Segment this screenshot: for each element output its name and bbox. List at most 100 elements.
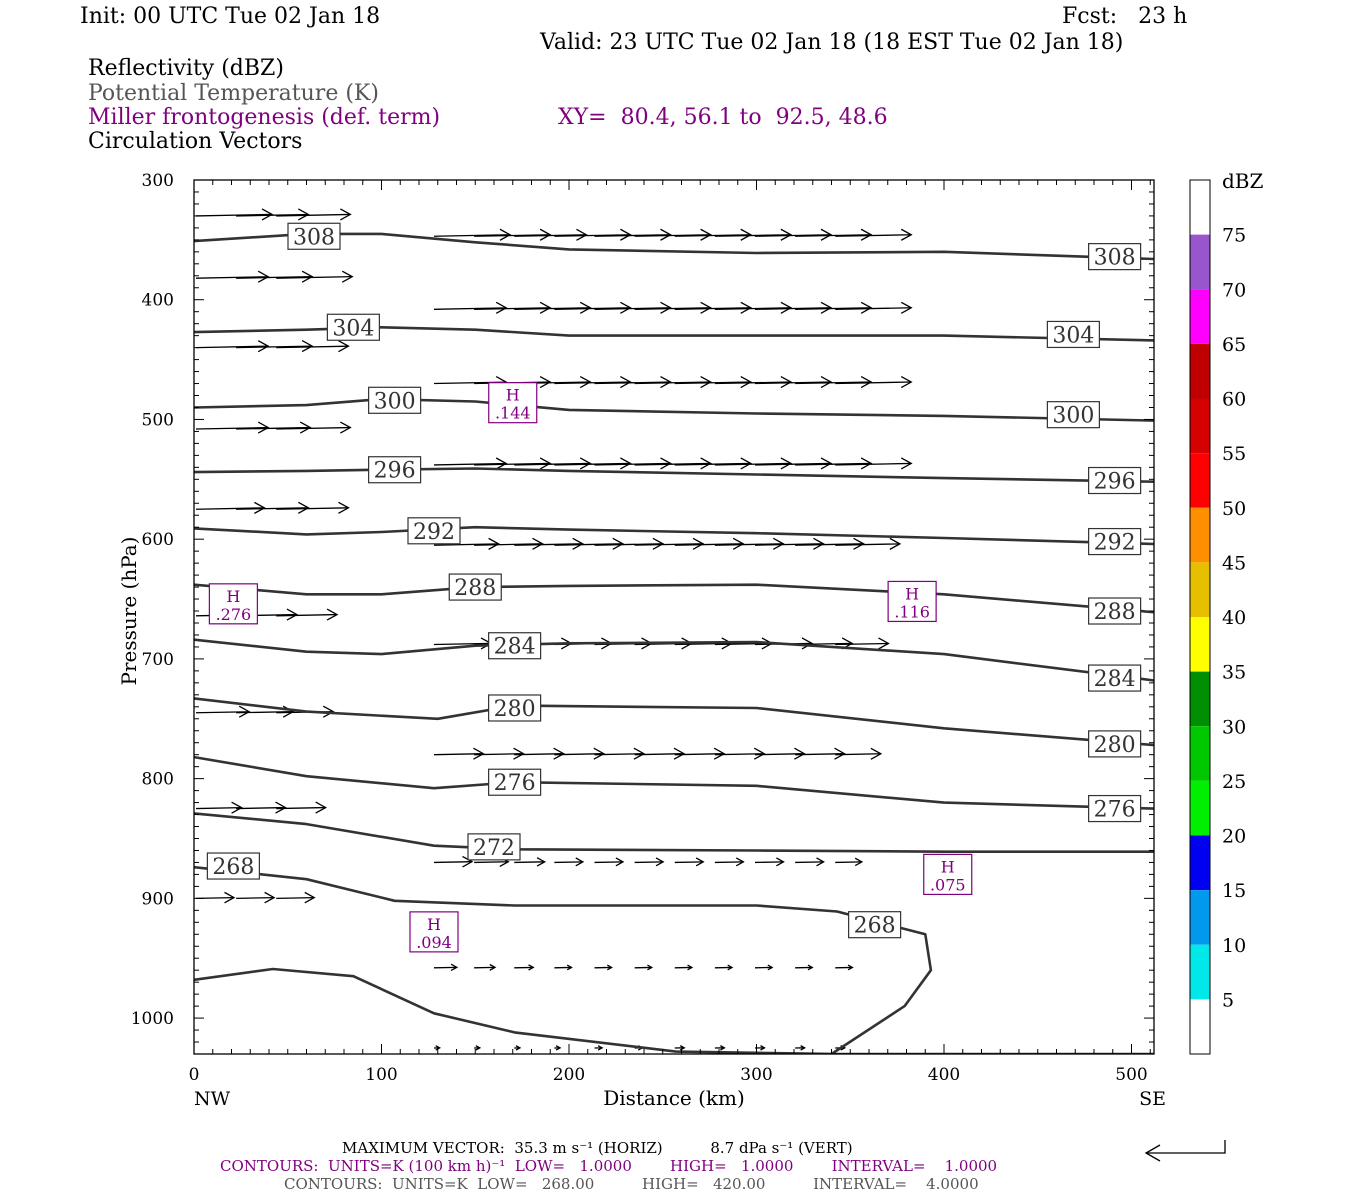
circulation-vector-head: [853, 537, 865, 550]
circulation-vector-head: [620, 301, 632, 314]
circulation-vector-head: [860, 457, 873, 470]
frontogenesis-max-box: [887, 580, 937, 623]
frontogenesis-max-box: [488, 382, 538, 424]
circulation-vector-head: [732, 537, 745, 550]
circulation-vector-head: [695, 857, 705, 867]
circulation-vector-head: [576, 228, 588, 241]
circulation-vector: [754, 753, 805, 756]
circulation-vector: [236, 806, 286, 810]
circulation-vector-head: [257, 340, 270, 353]
circulation-vector: [795, 381, 872, 385]
circulation-vector: [594, 234, 671, 237]
frontogenesis-max-value: .075: [930, 875, 966, 894]
circulation-vector-head: [539, 228, 552, 241]
circulation-vector: [594, 861, 624, 864]
colorbar-segment: [1190, 234, 1210, 290]
circulation-vector: [433, 753, 484, 756]
circulation-vector: [835, 753, 881, 756]
circulation-vector-head: [579, 375, 592, 389]
circulation-vector-head: [620, 228, 632, 241]
frontogenesis-max-symbol: H: [905, 584, 919, 603]
circulation-vector-head: [800, 1045, 806, 1051]
circulation-vector-head: [834, 747, 846, 760]
field-reflectivity: Reflectivity (dBZ): [88, 56, 284, 81]
colorbar-level-label: 25: [1222, 771, 1246, 793]
contour-label-box: [1088, 243, 1142, 271]
circulation-vector: [674, 543, 744, 546]
circulation-vector: [674, 861, 704, 864]
circulation-vector-head: [652, 537, 665, 550]
circulation-vector: [195, 345, 269, 349]
circulation-vector-head: [620, 375, 632, 389]
circulation-vector: [236, 276, 313, 279]
frontogenesis-max-symbol: H: [427, 915, 441, 934]
circulation-vector: [754, 543, 824, 546]
circulation-vector-head: [301, 270, 314, 283]
x-end-label-se: SE: [1139, 1088, 1166, 1110]
colorbar-level-label: 60: [1222, 389, 1246, 411]
circulation-vector-head: [807, 964, 814, 971]
contour-label-box: [368, 456, 422, 484]
contour-label-276: 276: [1094, 798, 1136, 823]
circulation-vector: [236, 710, 294, 714]
frontogenesis-max-box: [923, 853, 973, 896]
circulation-vector: [835, 861, 862, 864]
colorbar-segment: [1190, 507, 1210, 563]
colorbar-title: dBZ: [1222, 169, 1264, 193]
circulation-vector-head: [735, 857, 745, 867]
circulation-vector: [634, 861, 664, 864]
colorbar-level-label: 75: [1222, 225, 1246, 247]
frontogenesis-max-box: [208, 583, 258, 625]
circulation-vector-head: [878, 637, 890, 650]
circulation-vector-head: [322, 705, 335, 718]
circulation-vector: [594, 753, 644, 756]
frontogenesis-max-box: [409, 911, 459, 953]
circulation-vector-head: [870, 747, 883, 760]
colorbar-level-label: 50: [1222, 498, 1246, 520]
colorbar-segment: [1190, 617, 1210, 672]
circulation-vector-head: [727, 964, 734, 971]
contour-label-292: 292: [1094, 531, 1136, 556]
frontogenesis-max-symbol: H: [941, 857, 955, 876]
circulation-vector-head: [660, 301, 672, 314]
circulation-vector-head: [740, 375, 753, 389]
circulation-vector: [554, 462, 631, 466]
circulation-vector-head: [700, 457, 712, 470]
circulation-vector: [236, 507, 309, 510]
contour-label-300: 300: [374, 389, 416, 414]
y-axis-title: Pressure (hPa): [117, 537, 141, 686]
circulation-vector-head: [660, 457, 672, 470]
circulation-vector-head: [889, 537, 902, 550]
contour-label-box: [326, 313, 380, 341]
circulation-vector-head: [767, 964, 774, 971]
circulation-vector-head: [847, 964, 854, 971]
contour-label-304: 304: [332, 316, 374, 341]
contour-label-268: 268: [854, 914, 896, 939]
contour-label-296: 296: [374, 459, 416, 484]
circulation-vector: [554, 861, 583, 864]
circulation-vector-head: [301, 340, 314, 353]
circulation-vector: [276, 426, 351, 430]
frontogenesis-contour-note: CONTOURS: UNITS=K (100 km h)⁻¹ LOW= 1.00…: [220, 1157, 998, 1175]
circulation-vector: [754, 307, 832, 310]
colorbar-segment: [1190, 944, 1210, 1000]
circulation-vector-head: [900, 301, 913, 314]
circulation-vector: [754, 861, 784, 864]
circulation-vector-head: [340, 421, 352, 434]
reference-vector-arrowhead: [1144, 1144, 1161, 1162]
colorbar-segment: [1190, 562, 1210, 617]
circulation-vector-head: [475, 1045, 482, 1051]
circulation-vector-head: [673, 747, 686, 760]
colorbar-level-label: 40: [1222, 607, 1246, 629]
colorbar-segment: [1190, 671, 1210, 727]
init-time: Init: 00 UTC Tue 02 Jan 18: [80, 4, 381, 29]
circulation-vector: [835, 234, 912, 237]
maximum-vector-note: MAXIMUM VECTOR: 35.3 m s⁻¹ (HORIZ) 8.7 d…: [342, 1139, 853, 1157]
circulation-vector-head: [275, 801, 287, 814]
colorbar-level-label: 20: [1222, 826, 1246, 848]
circulation-vector-head: [647, 964, 654, 971]
circulation-vector-head: [753, 747, 766, 760]
x-tick-label: 500: [1115, 1065, 1147, 1085]
circulation-vector-head: [286, 608, 299, 621]
temperature-contour-note: CONTOURS: UNITS=K LOW= 268.00 HIGH= 420.…: [284, 1175, 979, 1193]
